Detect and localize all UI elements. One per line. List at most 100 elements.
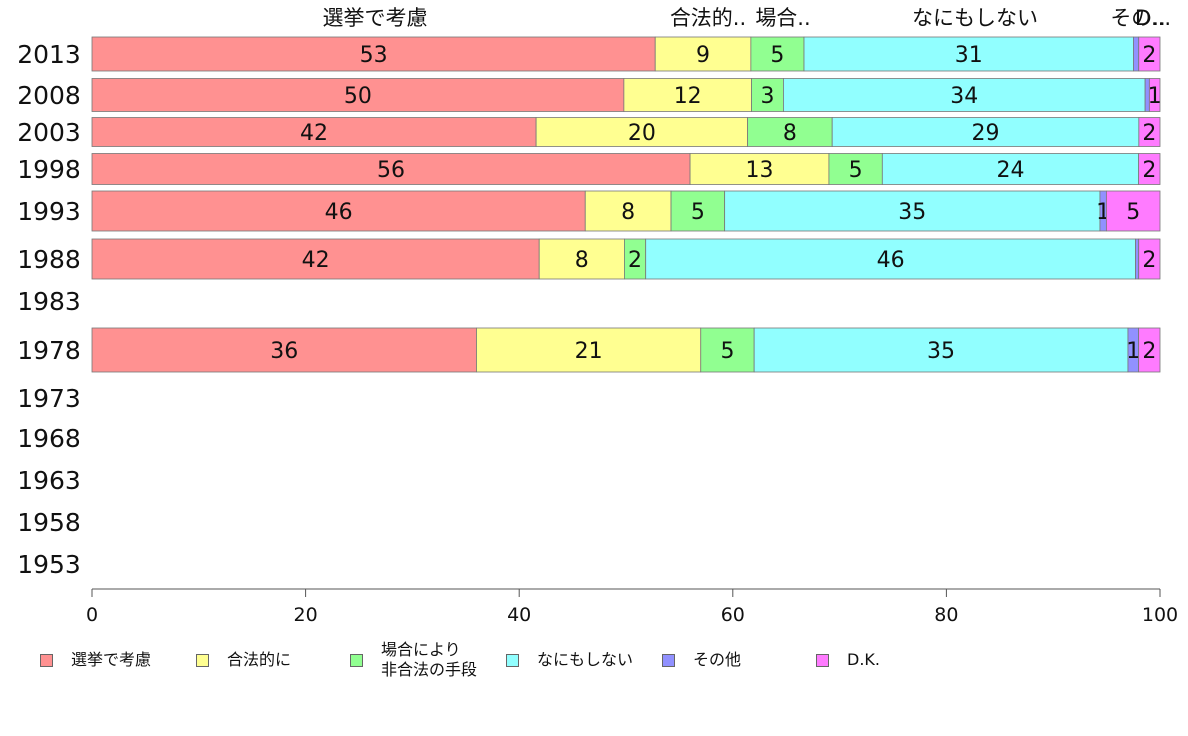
bar-segment bbox=[476, 327, 702, 373]
bar-segment bbox=[1138, 117, 1161, 147]
bar-segment bbox=[1138, 327, 1161, 373]
data-label: 53 bbox=[360, 43, 388, 68]
legend-item: 場合により 非合法の手段 bbox=[350, 640, 477, 680]
column-label: 場合.. bbox=[755, 6, 810, 30]
legend-swatch bbox=[350, 653, 363, 667]
x-tick-label: 20 bbox=[294, 604, 318, 626]
data-label: 31 bbox=[955, 43, 983, 68]
bar-segment bbox=[724, 190, 1101, 232]
data-label: 35 bbox=[927, 339, 955, 364]
data-label: 56 bbox=[377, 158, 405, 183]
bar-segment bbox=[623, 78, 752, 112]
bar-segment bbox=[91, 327, 477, 373]
data-label: 46 bbox=[877, 248, 905, 273]
year-label: 1953 bbox=[17, 550, 81, 579]
year-label: 1998 bbox=[17, 155, 81, 184]
data-label: 5 bbox=[720, 339, 734, 364]
legend-label: D.K. bbox=[847, 650, 880, 669]
bar-segment bbox=[803, 36, 1134, 72]
year-label: 2008 bbox=[17, 81, 81, 110]
bar-segment bbox=[831, 117, 1140, 147]
data-label: 2 bbox=[628, 248, 642, 273]
data-label: 35 bbox=[898, 200, 926, 225]
data-label: 2 bbox=[1142, 339, 1156, 364]
data-label: 5 bbox=[1126, 200, 1140, 225]
bar-segment bbox=[538, 238, 625, 280]
year-label: 1983 bbox=[17, 287, 81, 316]
data-label: 5 bbox=[770, 43, 784, 68]
stacked-bar-chart: 選挙で考慮 合法的.. 場合.. なにもしない その..D...2013 53 9 5 31 22… bbox=[17, 6, 1178, 626]
data-label: 2 bbox=[1142, 121, 1156, 146]
column-label: D... bbox=[1135, 6, 1171, 30]
bar-segment bbox=[1148, 78, 1161, 112]
data-label: 34 bbox=[950, 84, 978, 109]
x-tick-label: 0 bbox=[86, 604, 98, 626]
column-label: その.. bbox=[1110, 6, 1165, 30]
legend-item: その他 bbox=[662, 650, 741, 670]
legend-swatch bbox=[662, 653, 675, 667]
bar-segment bbox=[1133, 36, 1140, 72]
legend-item: D.K. bbox=[816, 650, 880, 670]
data-label: 42 bbox=[302, 248, 330, 273]
year-label: 1968 bbox=[17, 424, 81, 453]
column-label: なにもしない bbox=[912, 6, 1038, 30]
year-label: 1958 bbox=[17, 508, 81, 537]
bar-segment bbox=[91, 153, 691, 185]
bar-segment bbox=[783, 78, 1146, 112]
legend: 選挙で考慮 合法的に 場合により 非合法の手段 なにもしない その他 D.K. bbox=[0, 640, 1188, 700]
year-label: 1978 bbox=[17, 336, 81, 365]
bar-segment bbox=[1138, 238, 1161, 280]
data-label: 50 bbox=[344, 84, 372, 109]
legend-label: なにもしない bbox=[537, 650, 634, 669]
legend-label: 場合により 非合法の手段 bbox=[381, 640, 478, 679]
bar-segment bbox=[670, 190, 726, 232]
bar-segment bbox=[751, 78, 784, 112]
year-label: 1988 bbox=[17, 245, 81, 274]
bar-segment bbox=[645, 238, 1136, 280]
bar-segment bbox=[1138, 153, 1161, 185]
data-label: 13 bbox=[746, 158, 774, 183]
data-label: 24 bbox=[996, 158, 1024, 183]
bar-segment bbox=[689, 153, 830, 185]
year-label: 1993 bbox=[17, 197, 81, 226]
legend-swatch bbox=[40, 653, 53, 667]
bar-segment bbox=[881, 153, 1140, 185]
bar-segment bbox=[91, 190, 586, 232]
year-label: 1963 bbox=[17, 466, 81, 495]
x-tick-label: 80 bbox=[934, 604, 958, 626]
x-tick-label: 60 bbox=[721, 604, 745, 626]
data-label: 21 bbox=[575, 339, 603, 364]
bar-segment bbox=[654, 36, 752, 72]
data-label: 3 bbox=[760, 84, 774, 109]
column-label: 合法的.. bbox=[670, 6, 746, 30]
legend-label: 選挙で考慮 bbox=[71, 650, 152, 669]
legend-label: その他 bbox=[693, 650, 742, 669]
year-label: 2013 bbox=[17, 40, 81, 69]
data-label: 1 bbox=[1148, 84, 1162, 109]
legend-label: 合法的に bbox=[227, 650, 292, 669]
data-label: 2 bbox=[1142, 248, 1156, 273]
data-label: 8 bbox=[621, 200, 635, 225]
data-label: 20 bbox=[628, 121, 656, 146]
bar-segment bbox=[828, 153, 883, 185]
bar-segment bbox=[535, 117, 749, 147]
bar-segment bbox=[1105, 190, 1161, 232]
data-label: 42 bbox=[300, 121, 328, 146]
data-label: 1 bbox=[1126, 339, 1140, 364]
legend-swatch bbox=[506, 653, 519, 667]
data-label: 46 bbox=[325, 200, 353, 225]
data-label: 9 bbox=[696, 43, 710, 68]
data-label: 5 bbox=[849, 158, 863, 183]
bar-segment bbox=[750, 36, 805, 72]
data-label: 2 bbox=[1142, 158, 1156, 183]
data-label: 2 bbox=[1142, 43, 1156, 68]
year-label: 1973 bbox=[17, 384, 81, 413]
bar-segment bbox=[91, 238, 540, 280]
data-label: 5 bbox=[691, 200, 705, 225]
data-label: 8 bbox=[575, 248, 589, 273]
legend-swatch bbox=[816, 653, 829, 667]
bar-segment bbox=[1135, 238, 1140, 280]
legend-swatch bbox=[196, 653, 209, 667]
bar-segment bbox=[753, 327, 1129, 373]
column-label: 選挙で考慮 bbox=[323, 6, 428, 30]
